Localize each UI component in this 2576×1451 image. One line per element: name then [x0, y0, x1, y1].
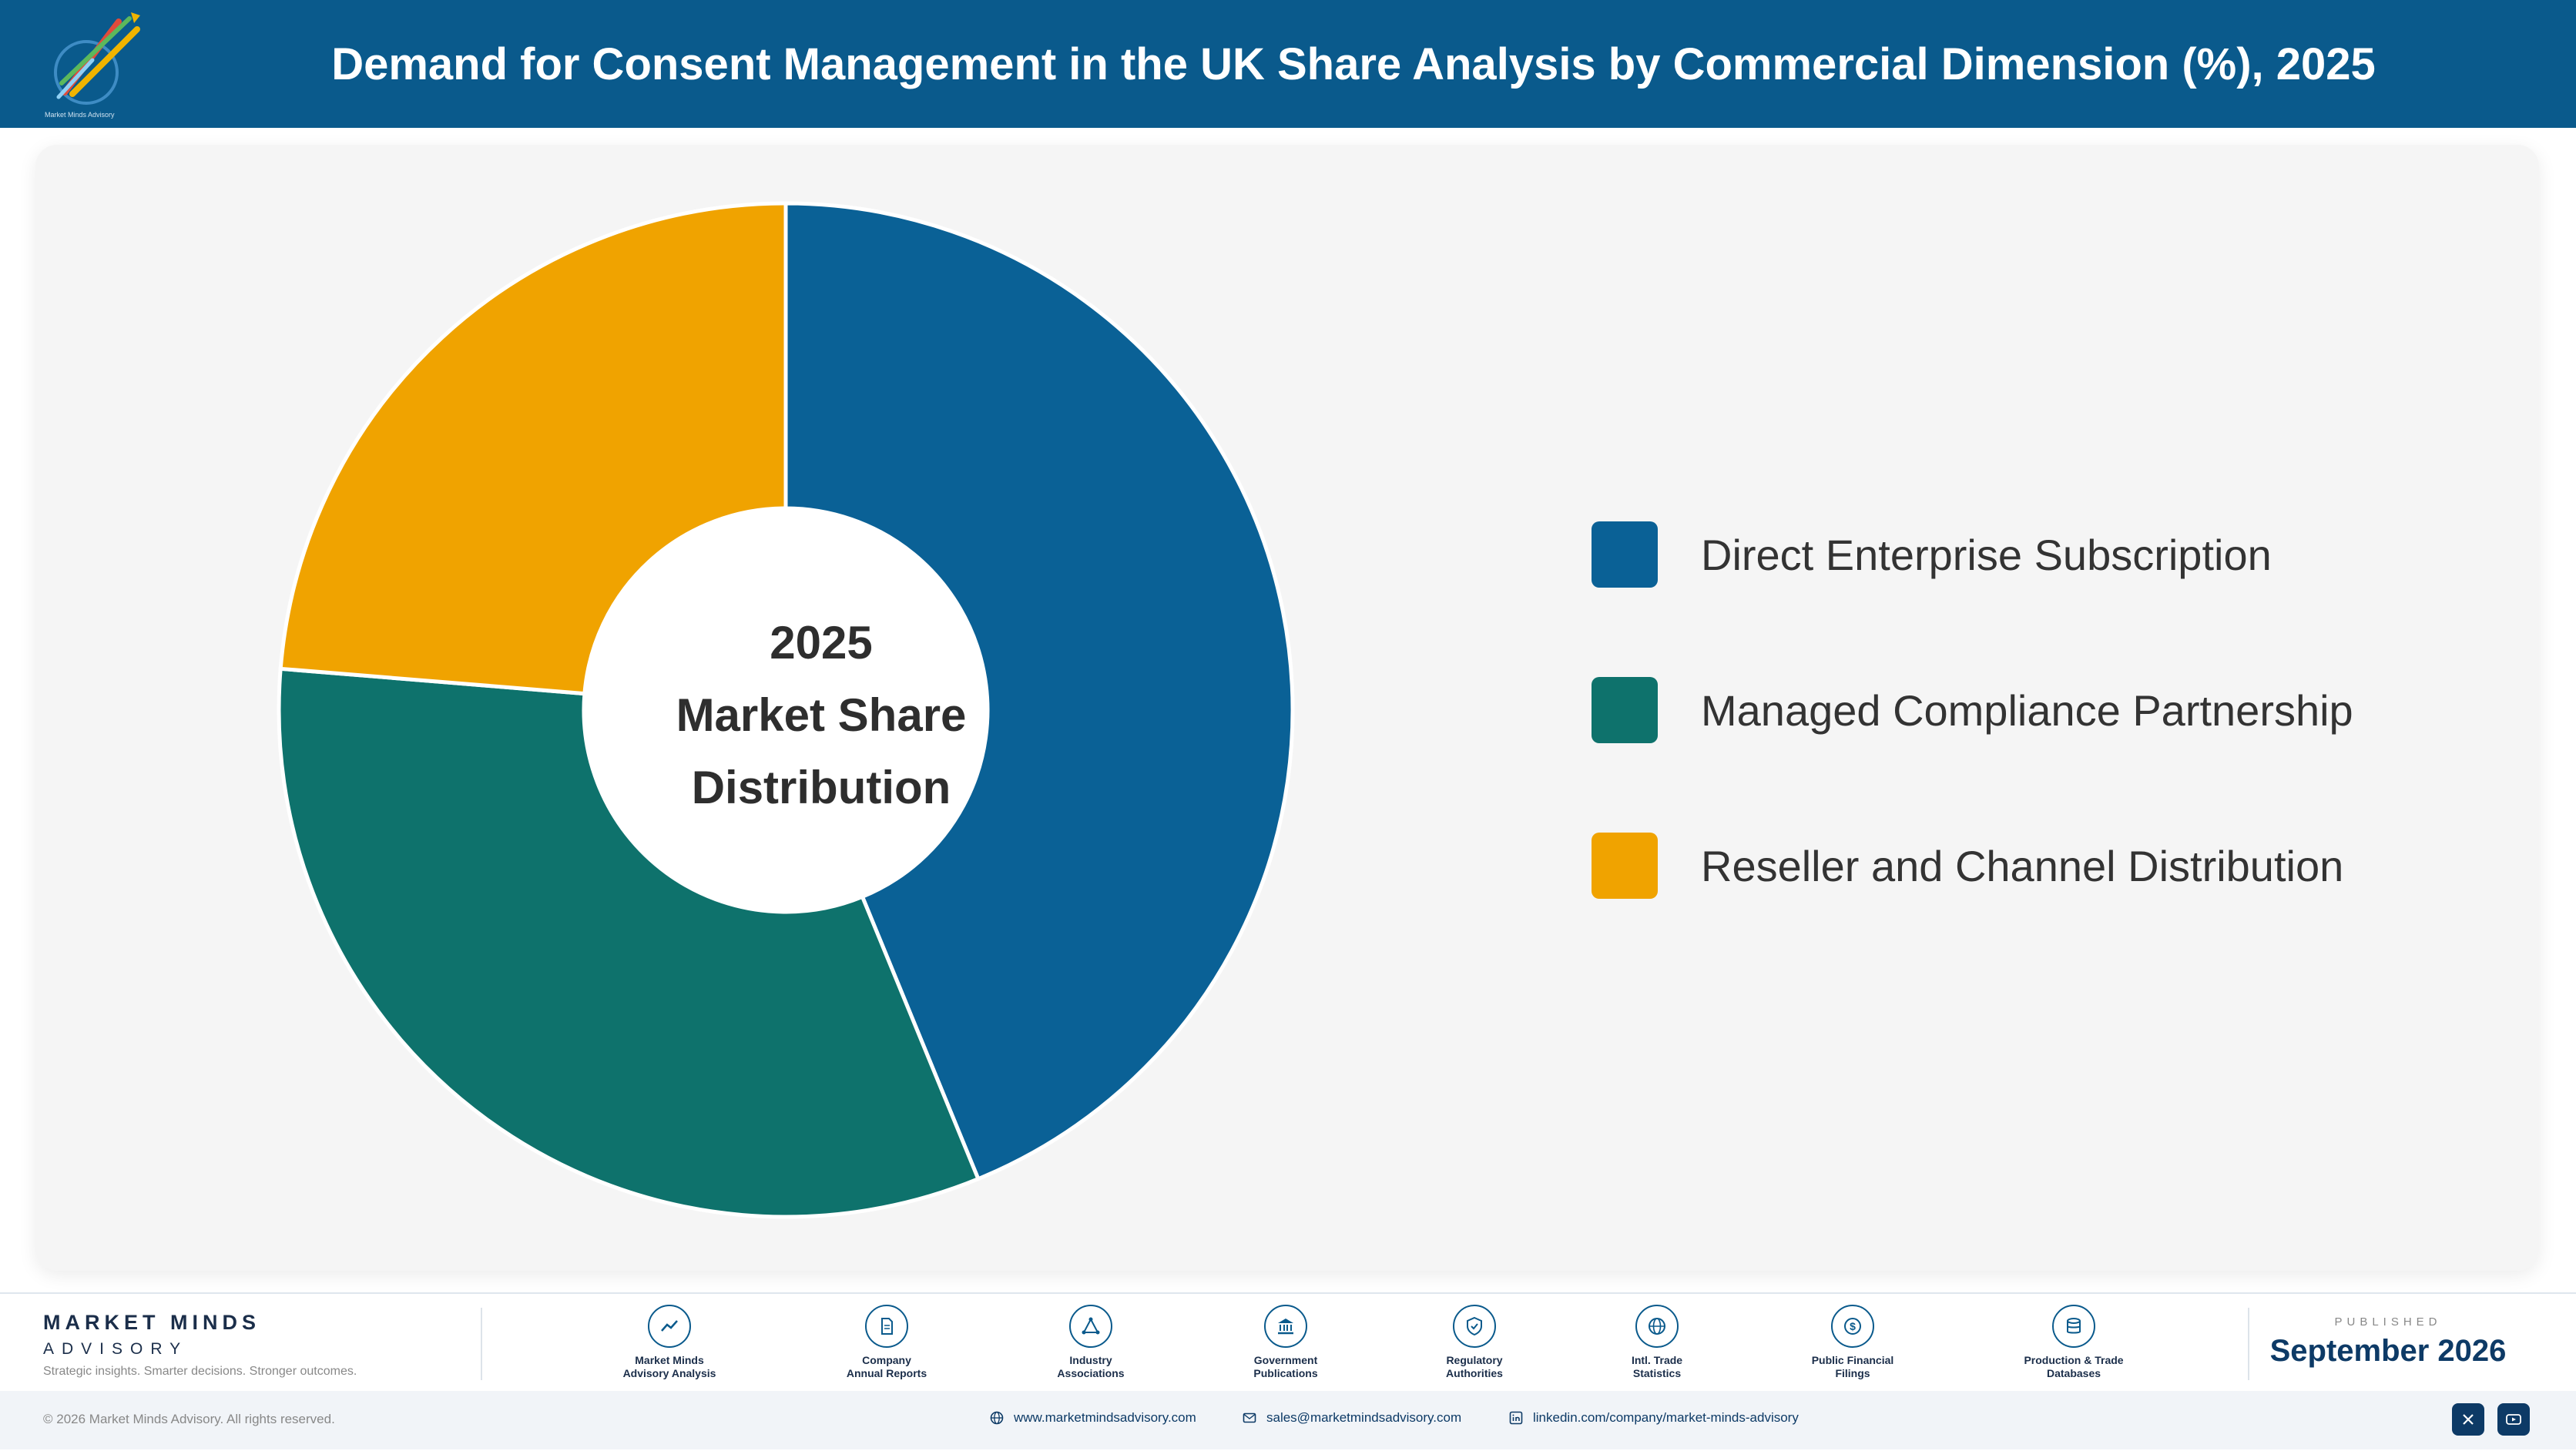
source-label-line1: Industry	[1069, 1354, 1112, 1366]
source-production-trade-databases[interactable]: Production & Trade Databases	[1997, 1305, 2151, 1380]
source-label-line1: Intl. Trade	[1631, 1354, 1683, 1366]
source-market-minds-analysis[interactable]: Market Minds Advisory Analysis	[592, 1305, 746, 1380]
chart-card: 2025 Market Share Distribution Direct En…	[35, 145, 2539, 1271]
source-industry-associations[interactable]: Industry Associations	[1014, 1305, 1168, 1380]
linkedin-icon	[1509, 1411, 1523, 1425]
x-social-button[interactable]	[2452, 1403, 2484, 1436]
center-label-line2: Market Share	[676, 689, 967, 741]
header-bar: Market Minds Advisory Demand for Consent…	[0, 0, 2576, 128]
legend-swatch-icon	[1592, 677, 1658, 743]
donut-chart	[277, 201, 1295, 1219]
brand-tagline: Strategic insights. Smarter decisions. S…	[43, 1365, 357, 1378]
svg-text:$: $	[1850, 1320, 1856, 1332]
source-government-publications[interactable]: Government Publications	[1209, 1305, 1363, 1380]
brand-name: MARKET MINDS	[43, 1311, 260, 1334]
legend-label: Managed Compliance Partnership	[1701, 685, 2353, 735]
legend-label: Direct Enterprise Subscription	[1701, 530, 2272, 579]
published-date: September 2026	[2269, 1334, 2507, 1368]
network-icon	[1069, 1305, 1112, 1348]
chart-title: Demand for Consent Management in the UK …	[331, 39, 2376, 89]
legend-label: Reseller and Channel Distribution	[1701, 841, 2344, 890]
legend-item-direct-enterprise[interactable]: Direct Enterprise Subscription	[1592, 521, 2272, 588]
legend-swatch-icon	[1592, 521, 1658, 588]
center-label-year: 2025	[770, 617, 873, 669]
bottom-bar: © 2026 Market Minds Advisory. All rights…	[0, 1391, 2576, 1449]
source-label-line2: Associations	[1057, 1367, 1125, 1379]
linkedin-link[interactable]: linkedin.com/company/market-minds-adviso…	[1508, 1410, 1799, 1426]
footer-divider	[2248, 1308, 2249, 1380]
document-icon	[865, 1305, 908, 1348]
youtube-icon	[2506, 1414, 2521, 1425]
source-label-line1: Public Financial	[1811, 1354, 1894, 1366]
donut-hole	[584, 508, 988, 912]
source-label-line2: Statistics	[1632, 1367, 1682, 1379]
copyright-text: © 2026 Market Minds Advisory. All rights…	[43, 1412, 335, 1426]
legend-item-reseller-channel[interactable]: Reseller and Channel Distribution	[1592, 833, 2343, 899]
website-text: www.marketmindsadvisory.com	[1014, 1410, 1196, 1425]
footer-divider	[481, 1308, 482, 1380]
source-label-line2: Filings	[1835, 1367, 1870, 1379]
logo-graphic-icon	[54, 12, 140, 105]
center-label-line3: Distribution	[691, 762, 951, 813]
globe-icon	[990, 1411, 1004, 1425]
mail-icon	[1243, 1412, 1256, 1423]
legend-item-managed-compliance[interactable]: Managed Compliance Partnership	[1592, 677, 2353, 743]
x-logo-icon	[2463, 1414, 2474, 1425]
youtube-social-button[interactable]	[2497, 1403, 2530, 1436]
source-label-line2: Publications	[1253, 1367, 1318, 1379]
source-label-line1: Production & Trade	[2024, 1354, 2124, 1366]
source-label-line2: Annual Reports	[846, 1367, 927, 1379]
brand-subtitle: ADVISORY	[43, 1340, 189, 1358]
source-company-annual-reports[interactable]: Company Annual Reports	[810, 1305, 964, 1380]
linkedin-text: linkedin.com/company/market-minds-adviso…	[1533, 1410, 1799, 1425]
government-building-icon	[1264, 1305, 1307, 1348]
published-label: PUBLISHED	[2334, 1315, 2442, 1329]
logo-text: Market Minds Advisory	[45, 111, 115, 119]
database-icon	[2052, 1305, 2095, 1348]
email-text: sales@marketmindsadvisory.com	[1266, 1410, 1462, 1425]
globe-icon	[1635, 1305, 1679, 1348]
source-label-line2: Databases	[2046, 1367, 2101, 1379]
website-link[interactable]: www.marketmindsadvisory.com	[989, 1410, 1196, 1426]
dollar-coin-icon: $	[1831, 1305, 1874, 1348]
source-label-line2: Advisory Analysis	[622, 1367, 716, 1379]
source-label-line2: Authorities	[1446, 1367, 1503, 1379]
source-regulatory-authorities[interactable]: Regulatory Authorities	[1397, 1305, 1551, 1380]
source-intl-trade-statistics[interactable]: Intl. Trade Statistics	[1580, 1305, 1734, 1380]
legend-swatch-icon	[1592, 833, 1658, 899]
email-link[interactable]: sales@marketmindsadvisory.com	[1242, 1410, 1461, 1426]
source-label-line1: Government	[1253, 1354, 1318, 1366]
trend-line-icon	[648, 1305, 691, 1348]
source-public-financial-filings[interactable]: $ Public Financial Filings	[1776, 1305, 1930, 1380]
source-label-line1: Regulatory	[1446, 1354, 1503, 1366]
source-label-line1: Company	[862, 1354, 911, 1366]
company-logo[interactable]: Market Minds Advisory	[39, 6, 154, 122]
shield-check-icon	[1453, 1305, 1496, 1348]
source-label-line1: Market Minds	[635, 1354, 704, 1366]
